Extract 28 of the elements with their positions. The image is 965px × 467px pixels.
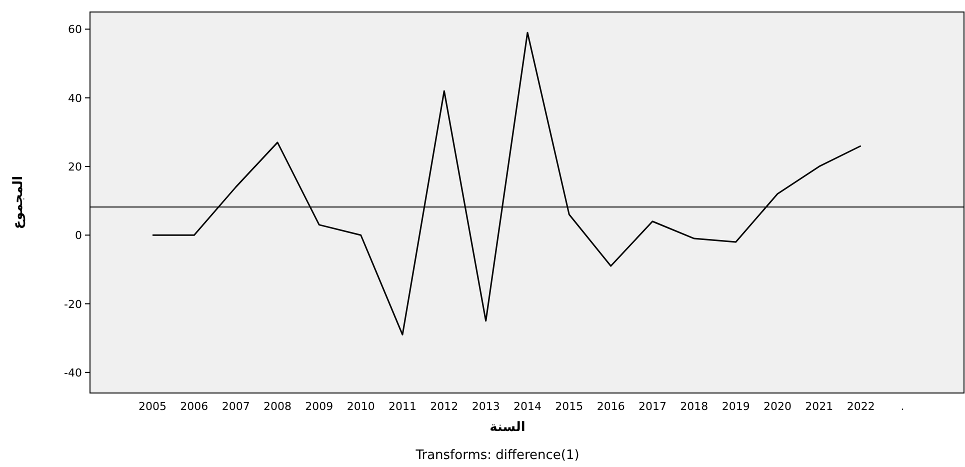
x-tick-label: 2010 (346, 400, 375, 413)
x-tick-label: 2016 (596, 400, 625, 413)
x-tick-label: 2012 (430, 400, 458, 413)
x-tick-label: 2018 (680, 400, 708, 413)
x-tick-label: 2022 (846, 400, 875, 413)
y-tick-label: 40 (68, 92, 82, 105)
x-tick-label: 2014 (514, 400, 542, 413)
x-axis-title: السنة (490, 420, 526, 435)
x-tick-label: 2013 (472, 400, 500, 413)
x-tick-label: 2006 (180, 400, 208, 413)
x-tick-label: 2015 (555, 400, 584, 413)
x-tick-label: 2021 (805, 400, 834, 413)
y-tick-label: 60 (68, 23, 82, 36)
x-tick-label: 2005 (138, 400, 166, 413)
x-tick-label: 2019 (722, 400, 750, 413)
x-tick-label: 2007 (222, 400, 250, 413)
y-tick-label: -20 (64, 298, 82, 311)
text: Transforms: difference(1) (414, 448, 580, 463)
x-tick-label: 2011 (388, 400, 416, 413)
x-tick-label: 2008 (264, 400, 292, 413)
x-tick-label: . (900, 400, 904, 413)
y-axis-title: المجموع (11, 176, 26, 230)
y-tick-label: -40 (64, 366, 82, 380)
x-tick-label: 2009 (305, 400, 334, 413)
x-tick-label: 2020 (764, 400, 792, 413)
x-tick-label: 2017 (638, 400, 666, 413)
y-tick-label: 20 (68, 160, 82, 174)
y-tick-label: 0 (75, 229, 82, 242)
